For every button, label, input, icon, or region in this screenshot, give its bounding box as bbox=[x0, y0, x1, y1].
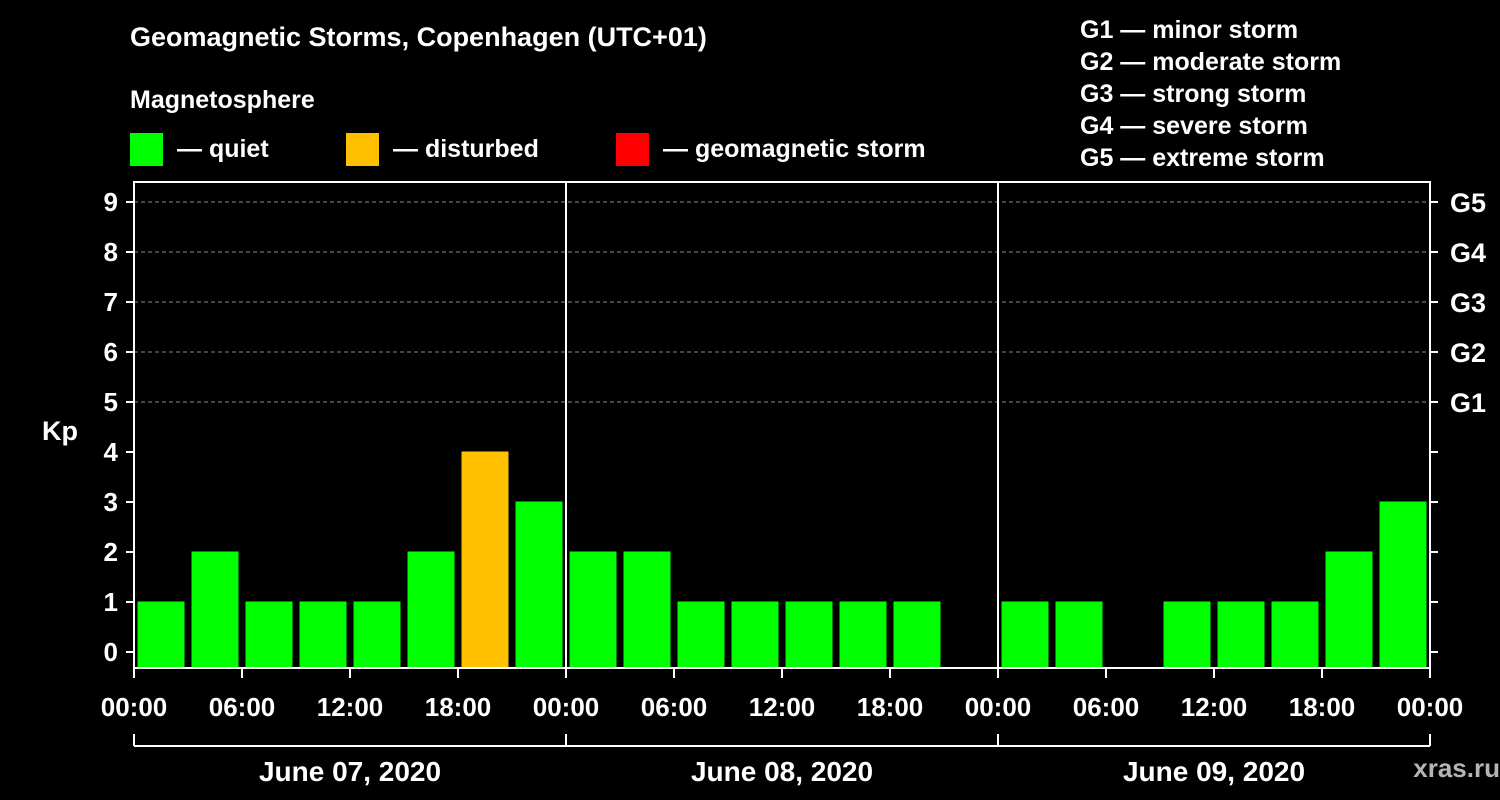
kp-bar bbox=[191, 551, 239, 668]
kp-bar bbox=[1325, 551, 1373, 668]
kp-bar bbox=[677, 601, 725, 668]
x-tick-label: 06:00 bbox=[209, 692, 276, 722]
kp-bar bbox=[569, 551, 617, 668]
watermark: xras.ru bbox=[1413, 753, 1500, 783]
day-label: June 07, 2020 bbox=[259, 756, 441, 787]
y-tick-label: 4 bbox=[104, 437, 119, 467]
y-tick-label: 3 bbox=[104, 487, 118, 517]
x-tick-label: 12:00 bbox=[1181, 692, 1248, 722]
x-tick-label: 06:00 bbox=[641, 692, 708, 722]
kp-bar bbox=[1217, 601, 1265, 668]
x-tick-label: 18:00 bbox=[425, 692, 492, 722]
x-tick-label: 00:00 bbox=[1397, 692, 1464, 722]
legend-disturbed: — disturbed bbox=[346, 132, 539, 166]
x-tick-label: 00:00 bbox=[965, 692, 1032, 722]
kp-bar bbox=[1055, 601, 1103, 668]
y-tick-label: 8 bbox=[104, 237, 118, 267]
g-scale-legend: G1 — minor storm G2 — moderate storm G3 … bbox=[1080, 14, 1341, 174]
kp-bar bbox=[245, 601, 293, 668]
y-tick-label: 1 bbox=[104, 587, 118, 617]
g-scale-label: G4 bbox=[1450, 238, 1486, 268]
g-scale-item: G2 — moderate storm bbox=[1080, 48, 1342, 76]
kp-bar bbox=[839, 601, 887, 668]
y-axis-label: Kp bbox=[42, 416, 78, 446]
kp-bar bbox=[407, 551, 455, 668]
kp-bar bbox=[137, 601, 185, 668]
legend-label-quiet: — quiet bbox=[177, 134, 269, 163]
legend-quiet: — quiet bbox=[130, 132, 269, 166]
x-tick-label: 12:00 bbox=[749, 692, 816, 722]
x-tick-label: 06:00 bbox=[1073, 692, 1140, 722]
kp-bar bbox=[299, 601, 347, 668]
x-tick-label: 12:00 bbox=[317, 692, 384, 722]
kp-bar bbox=[353, 601, 401, 668]
chart-title: Geomagnetic Storms, Copenhagen (UTC+01) bbox=[130, 22, 707, 52]
kp-bar bbox=[785, 601, 833, 668]
legend-swatch-storm bbox=[616, 132, 649, 166]
day-label: June 09, 2020 bbox=[1123, 756, 1305, 787]
kp-bar bbox=[1379, 501, 1427, 668]
kp-bar bbox=[1271, 601, 1319, 668]
y-tick-label: 7 bbox=[104, 287, 118, 317]
kp-bar bbox=[515, 501, 563, 668]
g-scale-label: G1 bbox=[1450, 388, 1486, 418]
legend-swatch-disturbed bbox=[346, 132, 379, 166]
g-scale-label: G2 bbox=[1450, 338, 1486, 368]
legend-label-storm: — geomagnetic storm bbox=[663, 134, 926, 163]
g-scale-item: G3 — strong storm bbox=[1080, 80, 1307, 108]
g-scale-item: G5 — extreme storm bbox=[1080, 144, 1325, 172]
y-tick-label: 5 bbox=[104, 387, 118, 417]
chart-subtitle: Magnetosphere bbox=[130, 86, 315, 114]
legend-storm: — geomagnetic storm bbox=[616, 132, 926, 166]
y-tick-label: 0 bbox=[104, 637, 118, 667]
g-scale-label: G5 bbox=[1450, 188, 1486, 218]
x-tick-label: 00:00 bbox=[533, 692, 600, 722]
x-tick-label: 18:00 bbox=[1289, 692, 1356, 722]
kp-bar bbox=[623, 551, 671, 668]
kp-bar bbox=[1001, 601, 1049, 668]
legend-swatch-quiet bbox=[130, 132, 163, 166]
kp-bar bbox=[893, 601, 941, 668]
g-scale-item: G4 — severe storm bbox=[1080, 112, 1308, 140]
kp-bar bbox=[731, 601, 779, 668]
kp-bar bbox=[461, 451, 509, 668]
x-tick-label: 18:00 bbox=[857, 692, 924, 722]
g-scale-label: G3 bbox=[1450, 288, 1486, 318]
g-scale-item: G1 — minor storm bbox=[1080, 16, 1299, 44]
y-tick-label: 6 bbox=[104, 337, 118, 367]
y-tick-label: 2 bbox=[104, 537, 118, 567]
plot-frame bbox=[133, 181, 1431, 669]
kp-bar bbox=[1163, 601, 1211, 668]
day-label: June 08, 2020 bbox=[691, 756, 873, 787]
y-tick-label: 9 bbox=[104, 187, 118, 217]
legend-label-disturbed: — disturbed bbox=[393, 134, 539, 163]
x-tick-label: 00:00 bbox=[101, 692, 168, 722]
